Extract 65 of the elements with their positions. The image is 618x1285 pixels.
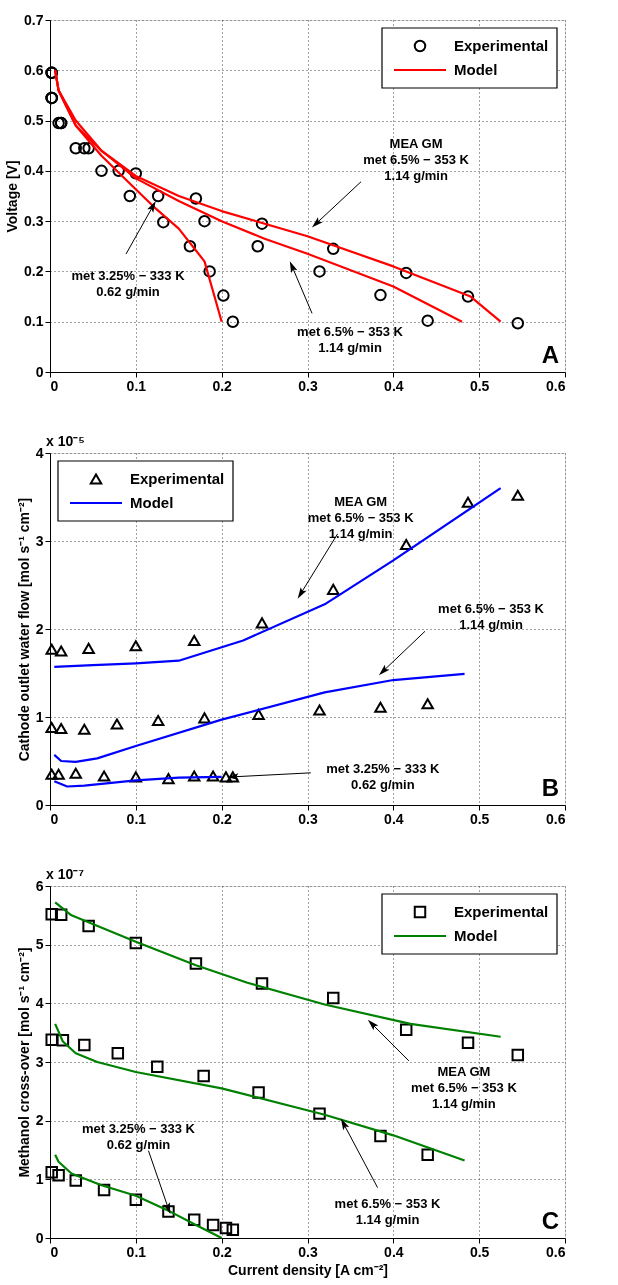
x-tick-label: 0.2 [212,377,233,394]
y-tick-label: 0.7 [24,11,44,28]
y-tick-label: 4 [35,994,44,1011]
y-tick-label: 6 [35,877,44,894]
y-tick-label: 0.2 [24,262,44,279]
y-axis-title: Cathode outlet water flow [mol s⁻¹ cm⁻²] [15,497,32,762]
x-tick-label: 0.1 [126,1243,147,1260]
x-tick-label: 0.3 [298,1243,318,1260]
x-tick-label: 0.4 [384,377,404,394]
x-tick-label: 0.4 [384,1243,404,1260]
y-tick-label: 0.6 [24,61,44,78]
y-tick-label: 0.4 [24,162,44,179]
y-tick-label: 0.3 [24,212,44,229]
y-tick-label: 0.1 [24,313,44,330]
x-tick-label: 0.4 [384,810,404,827]
x-tick-label: 0.5 [469,377,490,394]
text: x 10⁻⁵ [46,433,85,449]
annotation: B [541,774,559,801]
annotation: A [541,341,559,368]
x-tick-label: 0.3 [298,377,318,394]
text: x 10⁻⁷ [46,866,85,882]
y-axis-title: Voltage [V] [4,160,21,233]
x-tick-label: 0 [50,810,59,827]
x-tick-label: 0.2 [212,810,233,827]
legend-label: Model [454,61,498,78]
legend-label: Experimental [130,470,225,487]
legend-label: Experimental [454,37,549,54]
y-tick-label: 2 [35,620,44,637]
legend-label: Experimental [454,903,549,920]
y-tick-label: 3 [35,1053,44,1070]
annotation: C [541,1207,559,1234]
annotation: met 3.25% − 333 K 0.62 g/min [326,760,440,792]
y-tick-label: 0 [35,1229,44,1246]
x-tick-label: 0 [50,1243,59,1260]
x-axis-title: Current density [A cm⁻²] [227,1261,389,1278]
annotation: met 6.5% − 353 K 1.14 g/min [334,1195,442,1227]
y-tick-label: 0 [35,796,44,813]
x-tick-label: 0.6 [546,810,566,827]
x-tick-label: 0.1 [126,810,147,827]
annotation: met 6.5% − 353 K 1.14 g/min [297,324,404,356]
annotation: MEA GM met 6.5% − 353 K 1.14 g/min [363,135,470,183]
y-tick-label: 0.5 [24,112,44,129]
y-tick-label: 3 [35,532,44,549]
y-tick-label: 2 [35,1112,44,1129]
x-tick-label: 0.6 [546,1243,566,1260]
annotation: met 3.25% − 333 K 0.62 g/min [71,268,186,300]
annotation: met 6.5% − 353 K 1.14 g/min [438,601,545,633]
x-tick-label: 0.6 [546,377,566,394]
x-tick-label: 0 [50,377,59,394]
x-tick-label: 0.5 [469,1243,490,1260]
y-tick-label: 4 [35,444,44,461]
legend-label: Model [454,927,498,944]
y-axis-title: Methanol cross-over [mol s⁻¹ cm⁻²] [15,947,32,1178]
y-tick-label: 0 [35,363,44,380]
annotation: MEA GM met 6.5% − 353 K 1.14 g/min [410,1063,518,1111]
legend-label: Model [130,494,174,511]
annotation: met 3.25% − 333 K 0.62 g/min [81,1120,196,1152]
x-tick-label: 0.2 [212,1243,233,1260]
x-tick-label: 0.3 [298,810,318,827]
y-tick-label: 5 [35,936,44,953]
y-tick-label: 1 [35,708,44,725]
y-tick-label: 1 [35,1170,44,1187]
x-tick-label: 0.5 [469,810,490,827]
annotation: MEA GM met 6.5% − 353 K 1.14 g/min [307,493,415,541]
x-tick-label: 0.1 [126,377,147,394]
